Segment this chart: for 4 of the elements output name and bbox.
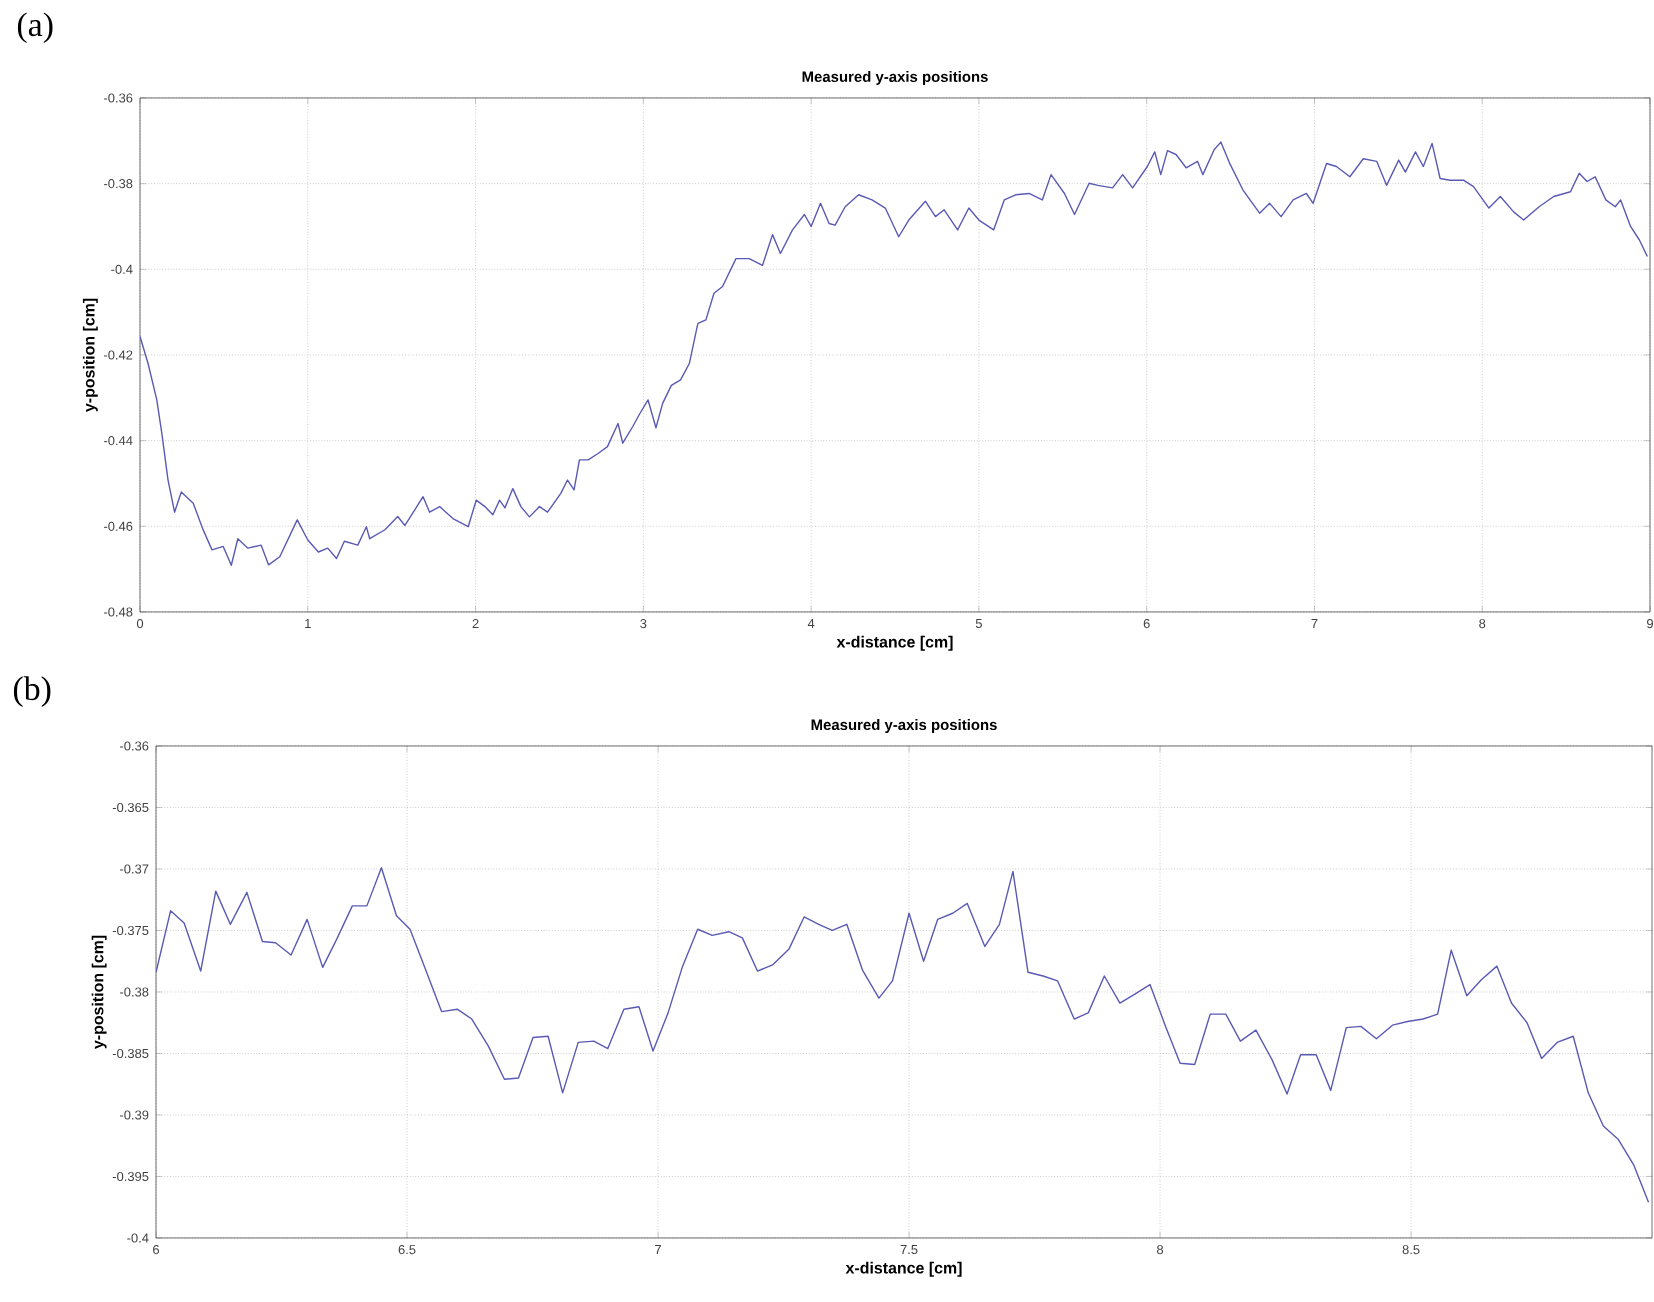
text: (a): [17, 12, 53, 44]
line-series: [156, 867, 1650, 1203]
text: (b): [13, 676, 51, 708]
line-series: [140, 141, 1649, 566]
